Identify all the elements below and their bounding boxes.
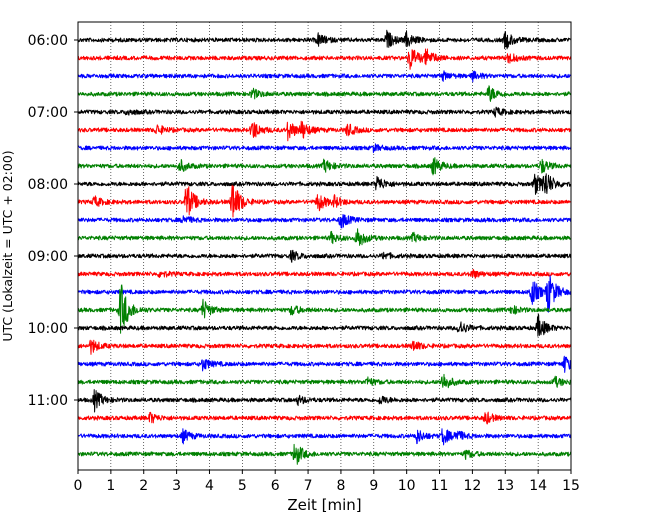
- seismogram-traces: [77, 29, 572, 465]
- y-tick-label: 08:00: [28, 177, 68, 193]
- seismogram-trace: [77, 411, 572, 425]
- seismogram-trace: [77, 443, 572, 465]
- y-tick-label: 06:00: [28, 33, 68, 49]
- seismogram-trace: [77, 275, 572, 313]
- y-tick-label: 10:00: [28, 321, 68, 337]
- seismogram-trace: [77, 428, 572, 446]
- y-tick-label: 11:00: [28, 393, 68, 409]
- seismogram-trace: [77, 214, 572, 229]
- seismogram-trace: [77, 106, 572, 118]
- seismogram-trace: [77, 373, 572, 389]
- x-tick-label: 4: [205, 478, 214, 494]
- seismogram-trace: [77, 249, 572, 263]
- seismogram-trace: [77, 389, 572, 413]
- x-tick-label: 9: [369, 478, 378, 494]
- seismogram-trace: [77, 184, 572, 218]
- seismogram-trace: [77, 355, 572, 373]
- seismogram-trace: [77, 29, 572, 50]
- x-tick-label: 13: [496, 478, 514, 494]
- x-tick-label: 14: [529, 478, 547, 494]
- x-tick-label: 15: [562, 478, 580, 494]
- seismogram-trace: [77, 157, 572, 176]
- x-tick-label: 5: [238, 478, 247, 494]
- x-tick-label: 1: [106, 478, 115, 494]
- x-tick-label: 7: [304, 478, 313, 494]
- x-tick-label: 12: [463, 478, 481, 494]
- plot-frame: [77, 21, 572, 471]
- y-axis-ticks: 06:00 07:00 08:00 09:00 10:00 11:00: [28, 33, 78, 409]
- seismogram-trace: [77, 313, 572, 337]
- seismogram-trace: [77, 120, 572, 142]
- seismogram-trace: [77, 339, 572, 355]
- seismogram-trace: [77, 228, 572, 246]
- x-tick-label: 2: [139, 478, 148, 494]
- x-tick-label: 3: [172, 478, 181, 494]
- seismogram-trace: [77, 48, 572, 70]
- seismogram-trace: [77, 143, 572, 154]
- seismogram-trace: [77, 268, 572, 279]
- x-tick-label: 11: [431, 478, 449, 494]
- seismogram-trace: [77, 284, 572, 334]
- y-tick-label: 07:00: [28, 105, 68, 121]
- y-axis-label: UTC (Lokalzeit = UTC + 02:00): [0, 150, 15, 341]
- x-tick-label: 10: [398, 478, 416, 494]
- y-tick-label: 09:00: [28, 249, 68, 265]
- x-tick-label: 8: [336, 478, 345, 494]
- seismogram-trace: [77, 85, 572, 102]
- x-tick-label: 6: [271, 478, 280, 494]
- x-axis-ticks: 0 1 2 3 4 5 6 7 8 9 10 11 12 13 14 15: [74, 470, 580, 494]
- x-axis-label: Zeit [min]: [287, 496, 361, 514]
- seismogram-trace: [77, 173, 572, 195]
- seismogram-trace: [77, 70, 572, 83]
- x-tick-label: 0: [74, 478, 83, 494]
